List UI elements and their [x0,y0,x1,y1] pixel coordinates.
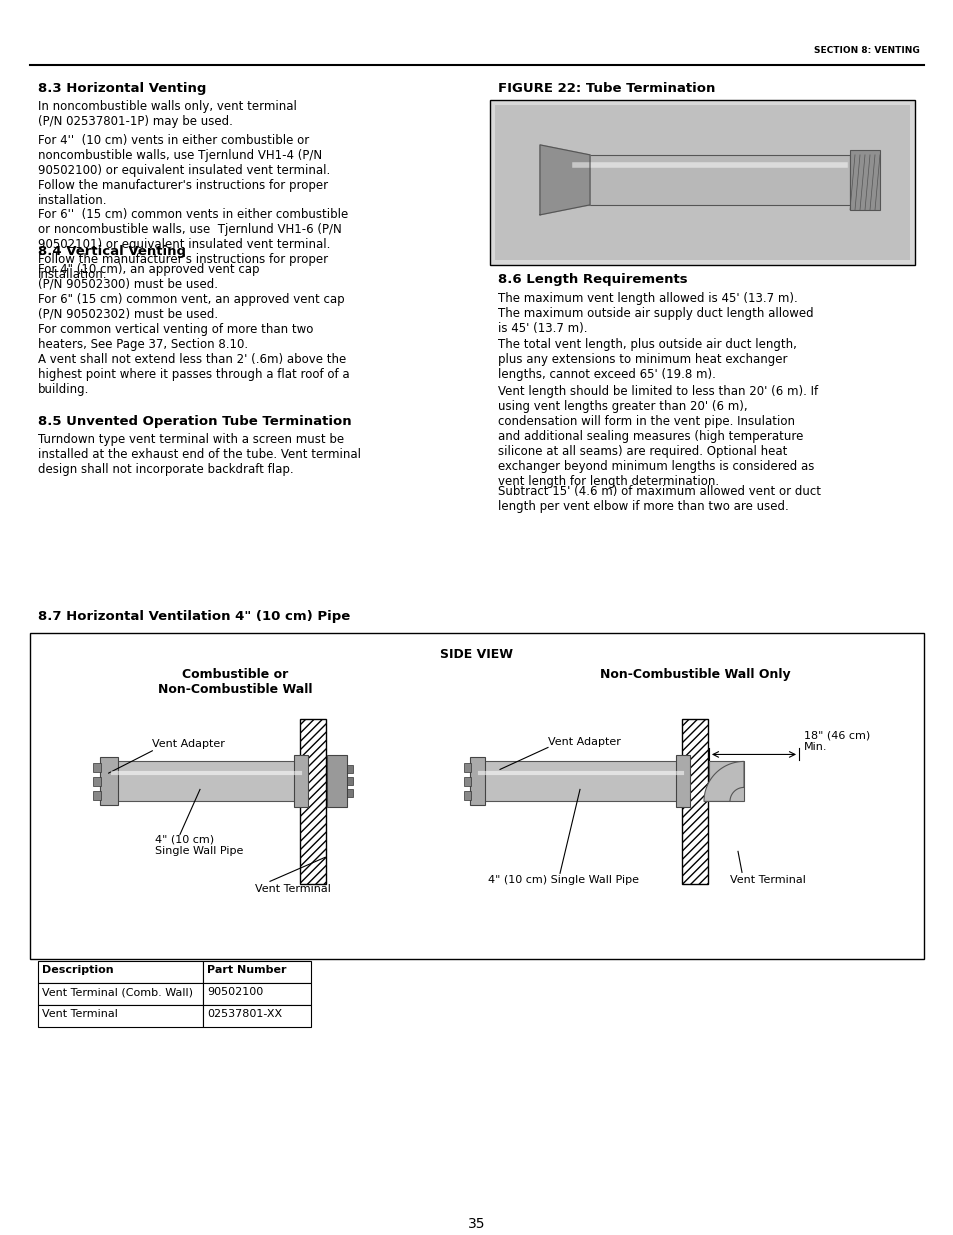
Bar [490,100,914,264]
Bar [708,762,743,802]
Text: 4" (10 cm)
Single Wall Pipe: 4" (10 cm) Single Wall Pipe [154,835,243,856]
Bar [294,756,308,808]
Text: Combustible or
Non-Combustible Wall: Combustible or Non-Combustible Wall [157,667,312,695]
Text: 02537801-XX: 02537801-XX [207,1009,282,1019]
Text: Vent Terminal: Vent Terminal [42,1009,118,1019]
Text: FIGURE 22: Tube Termination: FIGURE 22: Tube Termination [497,82,715,95]
Text: Vent Adapter: Vent Adapter [152,740,225,750]
Text: Vent Terminal: Vent Terminal [729,876,805,885]
Text: The maximum vent length allowed is 45' (13.7 m).
The maximum outside air supply : The maximum vent length allowed is 45' (… [497,291,813,335]
Bar [463,763,471,772]
Text: 8.5 Unvented Operation Tube Termination: 8.5 Unvented Operation Tube Termination [38,415,352,427]
Bar [30,632,923,960]
Bar [92,777,101,787]
Text: 8.4 Vertical Venting: 8.4 Vertical Venting [38,245,186,258]
Text: 90502100: 90502100 [207,987,263,998]
Bar [479,762,681,802]
Text: Vent Terminal: Vent Terminal [254,884,331,894]
Text: 8.6 Length Requirements: 8.6 Length Requirements [497,273,687,285]
Text: For 4" (10 cm), an approved vent cap
(P/N 90502300) must be used.
For 6" (15 cm): For 4" (10 cm), an approved vent cap (P/… [38,263,349,395]
Text: The total vent length, plus outside air duct length,
plus any extensions to mini: The total vent length, plus outside air … [497,338,796,382]
Bar [203,961,311,983]
Polygon shape [703,762,743,802]
Bar [38,983,203,1005]
Text: 8.3 Horizontal Venting: 8.3 Horizontal Venting [38,82,206,95]
Bar [463,777,471,787]
Bar [203,1005,311,1028]
Text: 35: 35 [468,1218,485,1231]
Text: In noncombustible walls only, vent terminal
(P/N 02537801-1P) may be used.: In noncombustible walls only, vent termi… [38,100,296,128]
Bar [495,105,909,259]
Text: For 6''  (15 cm) common vents in either combustible
or noncombustible walls, use: For 6'' (15 cm) common vents in either c… [38,209,348,282]
Bar [327,756,347,808]
Bar [38,961,203,983]
Bar [681,720,707,884]
Bar [299,720,326,884]
Bar [112,762,299,802]
Text: SIDE VIEW: SIDE VIEW [440,647,513,661]
Text: 4" (10 cm) Single Wall Pipe: 4" (10 cm) Single Wall Pipe [488,876,639,885]
Text: 18" (46 cm)
Min.: 18" (46 cm) Min. [803,731,869,752]
Text: Subtract 15' (4.6 m) of maximum allowed vent or duct
length per vent elbow if mo: Subtract 15' (4.6 m) of maximum allowed … [497,485,821,513]
Bar [676,756,689,808]
Text: Part Number: Part Number [207,966,286,976]
Bar [92,763,101,772]
Bar [849,149,879,210]
Text: For 4''  (10 cm) vents in either combustible or
noncombustible walls, use Tjernl: For 4'' (10 cm) vents in either combusti… [38,133,330,207]
Bar [347,789,353,798]
Text: 8.7 Horizontal Ventilation 4" (10 cm) Pipe: 8.7 Horizontal Ventilation 4" (10 cm) Pi… [38,610,350,622]
Bar [569,154,849,205]
Bar [100,757,118,805]
Text: SECTION 8: VENTING: SECTION 8: VENTING [814,46,919,56]
Bar [347,766,353,773]
Bar [203,983,311,1005]
Text: Vent Adapter: Vent Adapter [547,737,620,747]
Text: Vent length should be limited to less than 20' (6 m). If
using vent lengths grea: Vent length should be limited to less th… [497,385,818,488]
Polygon shape [539,144,589,215]
Text: Non-Combustible Wall Only: Non-Combustible Wall Only [599,667,789,680]
Bar [463,792,471,800]
Bar [470,757,484,805]
Text: Vent Terminal (Comb. Wall): Vent Terminal (Comb. Wall) [42,987,193,998]
Text: Turndown type vent terminal with a screen must be
installed at the exhaust end o: Turndown type vent terminal with a scree… [38,432,360,475]
Bar [38,1005,203,1028]
Text: Description: Description [42,966,113,976]
Bar [92,792,101,800]
Bar [347,777,353,785]
